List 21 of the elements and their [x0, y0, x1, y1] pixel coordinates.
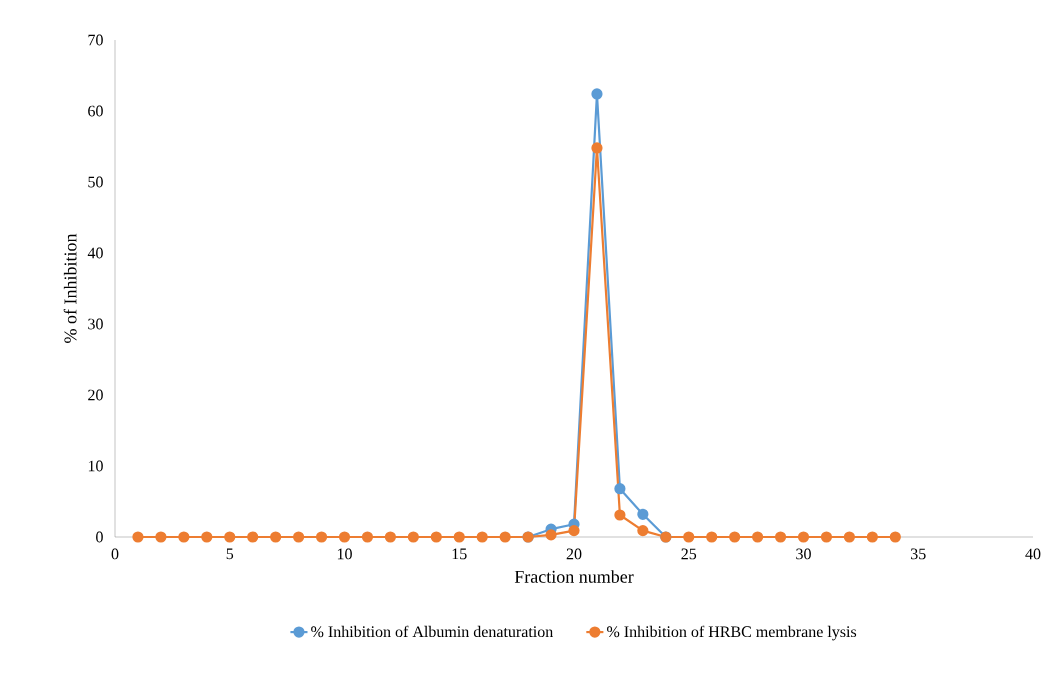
x-axis-title: Fraction number	[514, 570, 634, 583]
y-axis-title: % of Inhibition	[63, 233, 77, 343]
x-tick-label: 30	[796, 548, 811, 560]
y-tick-label: 20	[88, 389, 103, 401]
y-tick-label: 10	[88, 460, 103, 472]
y-tick-label: 60	[88, 105, 103, 117]
x-tick-label: 0	[111, 548, 119, 560]
x-tick-label: 15	[452, 548, 467, 560]
legend-label: % Inhibition of Albumin denaturation	[311, 625, 554, 638]
x-tick-label: 35	[911, 548, 926, 560]
y-tick-label: 0	[96, 531, 103, 543]
x-tick-label: 25	[681, 548, 697, 560]
legend-label: % Inhibition of HRBC membrane lysis	[607, 625, 857, 641]
x-tick-label: 10	[337, 548, 352, 560]
x-tick-label: 40	[1025, 548, 1041, 560]
y-tick-label: 70	[88, 34, 103, 46]
y-tick-label: 40	[87, 247, 103, 259]
y-tick-label: 30	[88, 318, 103, 330]
x-tick-label: 20	[566, 548, 582, 560]
y-tick-label: 50	[88, 176, 103, 188]
x-tick-label: 5	[226, 548, 234, 560]
